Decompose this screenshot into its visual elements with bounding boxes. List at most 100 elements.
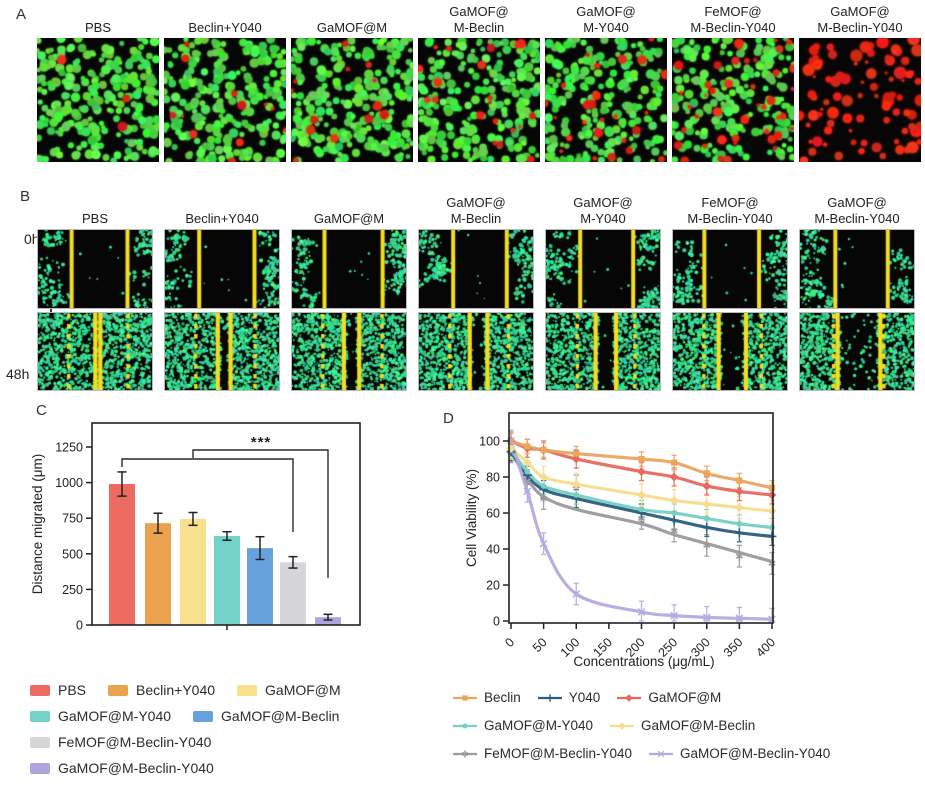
legend-swatch-icon: [30, 710, 50, 722]
legend-swatch-icon: [193, 710, 214, 722]
x-marker: [768, 615, 776, 624]
diamond-marker: [625, 693, 634, 702]
panel-b-0h-micrograph-2: [291, 229, 407, 309]
square-marker: [638, 455, 645, 463]
x-marker: [702, 613, 711, 622]
legend-entry-PBS: PBS: [30, 682, 86, 698]
legend-entry-GaMOF@M-Beclin-Y040: GaMOF@M-Beclin-Y040: [648, 746, 830, 761]
significance-brackets: [121, 449, 329, 578]
diamond-marker: [522, 458, 532, 467]
panel-b-0h-micrograph-3: [418, 229, 534, 309]
legend-entry-Y040: Y040: [537, 690, 601, 705]
legend-entry-label: FeMOF@M-Beclin-Y040: [484, 746, 632, 761]
panel-b-column-label-0: PBS: [81, 210, 108, 226]
error-bar-Beclin+Y040: [153, 512, 163, 534]
panel-a-micrograph-0: [37, 38, 159, 162]
panel-a-column-label-5: FeMOF@ M-Beclin-Y040: [690, 4, 776, 35]
circle-marker: [703, 515, 710, 522]
panel-b-letter: B: [20, 188, 31, 205]
legend-swatch-icon: [30, 684, 50, 696]
panel-b-48h-micrograph-4: [545, 312, 661, 391]
panel-a-column-label-0: PBS: [84, 19, 111, 35]
legend-entry-label: Beclin: [484, 690, 521, 705]
circle-marker: [524, 468, 531, 475]
panel-a-micrograph-1: [164, 38, 286, 162]
legend-swatch-icon: [237, 684, 258, 696]
legend-entry-GaMOF@M-Beclin: GaMOF@M-Beclin: [193, 708, 339, 724]
legend-entry-Beclin+Y040: Beclin+Y040: [108, 682, 215, 698]
legend-marker-icon: [537, 693, 562, 702]
diamond-marker: [618, 721, 626, 730]
circle-marker: [671, 510, 678, 516]
asterisk-marker: [703, 541, 711, 550]
legend-swatch-icon: [108, 684, 129, 696]
panel-b-48h-micrograph-2: [291, 312, 407, 391]
legend-entry-label: FeMOF@M-Beclin-Y040: [58, 734, 212, 750]
legend-entry-label: PBS: [58, 682, 87, 698]
bar-chart-legend: PBS Beclin+Y040 GaMOF@M GaMOF@M-Y040 GaMOF@M…: [30, 682, 430, 785]
panel-b-48h-micrograph-5: [672, 312, 788, 391]
panel-b-column-label-6: GaMOF@ M-Beclin-Y040: [814, 195, 900, 226]
diamond-marker: [767, 506, 777, 516]
panel-b-48h-micrograph-3: [418, 312, 534, 391]
panel-d-letter: D: [443, 410, 454, 427]
bar-GaMOF@M-Beclin-Y040: [315, 617, 341, 625]
line-legend-row-0: Beclin Y040 GaMOF@M: [452, 690, 922, 705]
plus-marker: [546, 693, 554, 702]
panel-a-micrograph-4: [545, 38, 667, 162]
circle-marker: [540, 483, 547, 489]
asterisk-marker: [461, 749, 469, 758]
panel-b-48h-micrograph-6: [799, 312, 915, 391]
significance-stars: ***: [251, 434, 272, 451]
y-tick-label: 0: [493, 615, 500, 629]
y-tick-label: 1000: [55, 476, 83, 490]
panel-a-letter: A: [16, 6, 27, 23]
time-0h-label: 0h: [24, 231, 40, 247]
time-48h-label: 48h: [6, 366, 30, 382]
panel-a-column-label-2: GaMOF@M: [316, 19, 388, 35]
diamond-marker: [702, 481, 712, 491]
legend-entry-label: GaMOF@M: [648, 690, 722, 705]
markers-GaMOF@M-Beclin-Y040: [507, 437, 776, 624]
panel-b-column-label-5: FeMOF@ M-Beclin-Y040: [687, 195, 773, 226]
error-bar-PBS: [117, 471, 127, 497]
legend-marker-icon: [617, 693, 642, 702]
panel-b-0h-micrograph-6: [799, 229, 915, 309]
legend-marker-icon: [453, 749, 477, 758]
diamond-marker: [571, 454, 581, 464]
x-marker: [539, 539, 548, 548]
line-chart-legend: Beclin Y040 GaMOF@M GaMOF@M-Y040 GaMOF@M-Bec…: [452, 690, 922, 774]
x-marker: [572, 590, 581, 598]
y-tick-label: 60: [486, 507, 500, 521]
square-marker: [573, 450, 580, 457]
error-bar-FeMOF@M-Beclin-Y040: [288, 555, 298, 569]
legend-entry-GaMOF@M-Beclin-Y040: GaMOF@M-Beclin-Y040: [30, 760, 214, 776]
legend-swatch-icon: [30, 736, 50, 748]
legend-marker-icon: [453, 694, 477, 701]
panel-a-micrograph-2: [291, 38, 413, 162]
circle-marker: [462, 723, 468, 728]
legend-marker-icon: [609, 721, 634, 730]
bar-GaMOF@M-Beclin: [247, 548, 273, 625]
panel-b-0h-micrograph-4: [545, 229, 661, 309]
y-axis-title: Cell Viability (%): [464, 469, 479, 567]
legend-entry-label: GaMOF@M-Beclin-Y040: [58, 760, 214, 776]
asterisk-marker: [670, 526, 678, 536]
legend-entry-FeMOF@M-Beclin-Y040: FeMOF@M-Beclin-Y040: [30, 734, 211, 750]
bar-FeMOF@M-Beclin-Y040: [280, 562, 306, 625]
bar-PBS: [109, 484, 135, 625]
square-marker: [671, 459, 678, 466]
panel-a-micrograph-3: [418, 38, 540, 162]
bar-legend-row-3: GaMOF@M-Beclin-Y040: [30, 760, 430, 776]
legend-entry-GaMOF@M-Y040: GaMOF@M-Y040: [452, 718, 593, 733]
square-marker: [540, 446, 547, 454]
bar-Beclin+Y040: [145, 523, 171, 625]
panel-c-letter: C: [36, 402, 47, 419]
asterisk-marker: [768, 559, 776, 568]
panel-a-column-label-4: GaMOF@ M-Y040: [576, 4, 636, 35]
asterisk-marker: [735, 551, 743, 561]
panel-b-48h-micrograph-1: [164, 312, 280, 391]
legend-entry-GaMOF@M-Beclin: GaMOF@M-Beclin: [609, 718, 755, 733]
legend-entry-label: Y040: [568, 690, 601, 705]
circle-marker: [573, 492, 580, 498]
